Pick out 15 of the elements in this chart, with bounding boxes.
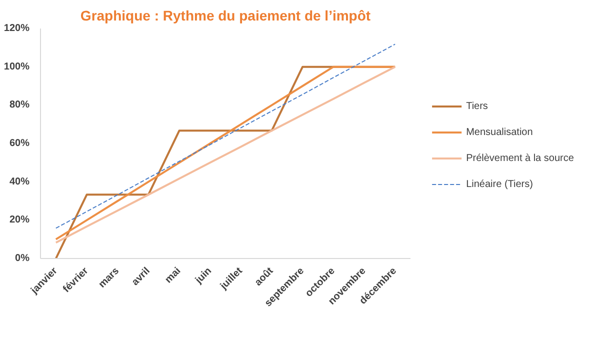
y-tick-label: 80% — [9, 100, 30, 111]
y-tick-label: 60% — [9, 138, 30, 149]
y-tick-label: 40% — [9, 176, 30, 188]
chart-title: Graphique : Rythme du paiement de l’impôt — [80, 8, 371, 24]
x-tick-label: mai — [163, 265, 184, 286]
legend-label: Prélèvement à la source — [466, 152, 574, 164]
y-tick-label: 120% — [4, 23, 30, 34]
y-tick-label: 100% — [4, 61, 30, 72]
y-tick-label: 20% — [9, 214, 30, 226]
legend-label: Linéaire (Tiers) — [466, 178, 533, 190]
x-tick-label: juin — [192, 266, 214, 287]
legend-label: Mensualisation — [466, 126, 533, 138]
legend-label: Tiers — [466, 100, 488, 112]
y-tick-label: 0% — [15, 253, 30, 264]
line-series — [55, 44, 396, 229]
